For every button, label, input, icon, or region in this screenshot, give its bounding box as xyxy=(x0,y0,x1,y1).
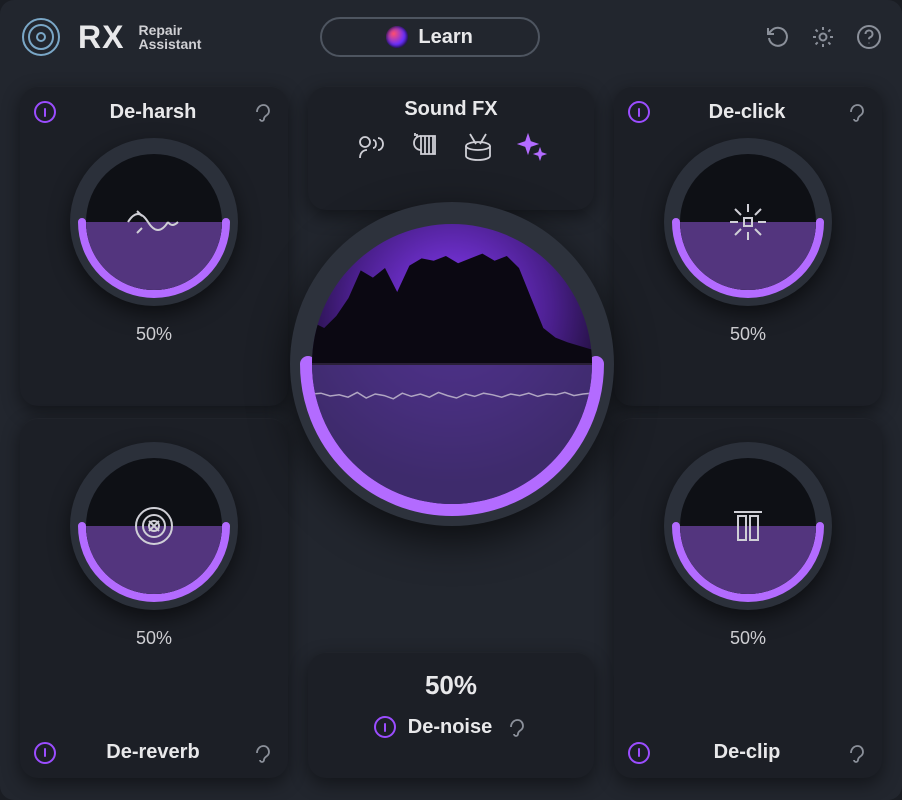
panel-header-declip: De-clip xyxy=(614,726,882,778)
title-declick: De-click xyxy=(658,101,836,124)
panel-header-deharsh: De-harsh xyxy=(20,86,288,138)
panel-denoise: 50% De-noise xyxy=(308,652,594,778)
panel-deharsh: De-harsh xyxy=(20,86,288,406)
learn-label: Learn xyxy=(418,26,472,49)
learn-orb-icon xyxy=(386,26,408,48)
value-denoise: 50% xyxy=(308,652,594,701)
solo-ear-declick[interactable] xyxy=(844,100,868,124)
power-toggle-denoise[interactable] xyxy=(374,716,396,738)
header: RX Repair Assistant Learn xyxy=(0,0,902,74)
dial-declip[interactable] xyxy=(664,442,832,610)
value-dereverb: 50% xyxy=(136,628,172,649)
deharsh-glyph-icon xyxy=(86,154,222,290)
panel-dereverb: 50% De-reverb xyxy=(20,418,288,778)
solo-ear-dereverb[interactable] xyxy=(250,741,274,765)
power-toggle-declip[interactable] xyxy=(628,742,650,764)
gear-icon[interactable] xyxy=(808,22,838,52)
undo-icon[interactable] xyxy=(762,22,792,52)
title-declip: De-clip xyxy=(658,741,836,764)
declick-glyph-icon xyxy=(680,154,816,290)
dial-wrap-declick: 50% xyxy=(614,138,882,345)
title-denoise: De-noise xyxy=(408,716,492,739)
solo-ear-deharsh[interactable] xyxy=(250,100,274,124)
main-grid: De-harsh xyxy=(0,74,902,800)
dereverb-glyph-icon xyxy=(86,458,222,594)
header-actions xyxy=(762,22,884,52)
panel-header-declick: De-click xyxy=(614,86,882,138)
panel-header-dereverb: De-reverb xyxy=(20,726,288,778)
power-toggle-dereverb[interactable] xyxy=(34,742,56,764)
soundfx-sparkle-icon[interactable] xyxy=(514,129,550,165)
solo-ear-denoise[interactable] xyxy=(504,715,528,739)
dial-denoise[interactable] xyxy=(290,202,614,526)
app-window: RX Repair Assistant Learn xyxy=(0,0,902,800)
brand-logo-icon xyxy=(18,14,64,60)
panel-soundfx: Sound FX xyxy=(308,86,594,210)
soundfx-instrument-icon[interactable] xyxy=(406,129,442,165)
learn-button[interactable]: Learn xyxy=(320,17,540,57)
brand-name: RX xyxy=(78,19,124,56)
dial-wrap-dereverb: 50% xyxy=(20,418,288,649)
power-toggle-deharsh[interactable] xyxy=(34,101,56,123)
panel-header-denoise: De-noise xyxy=(308,701,594,739)
panel-declick: De-click xyxy=(614,86,882,406)
value-declick: 50% xyxy=(730,324,766,345)
value-deharsh: 50% xyxy=(136,324,172,345)
panel-declip: 50% De-clip xyxy=(614,418,882,778)
dial-wrap-deharsh: 50% xyxy=(20,138,288,345)
dial-declick[interactable] xyxy=(664,138,832,306)
title-soundfx: Sound FX xyxy=(308,86,594,121)
value-declip: 50% xyxy=(730,628,766,649)
title-deharsh: De-harsh xyxy=(64,101,242,124)
help-icon[interactable] xyxy=(854,22,884,52)
solo-ear-declip[interactable] xyxy=(844,741,868,765)
spectrum-graph xyxy=(312,224,592,504)
soundfx-voice-icon[interactable] xyxy=(352,129,388,165)
dial-dereverb[interactable] xyxy=(70,442,238,610)
dial-wrap-declip: 50% xyxy=(614,418,882,649)
declip-glyph-icon xyxy=(680,458,816,594)
soundfx-drums-icon[interactable] xyxy=(460,129,496,165)
title-dereverb: De-reverb xyxy=(64,741,242,764)
power-toggle-declick[interactable] xyxy=(628,101,650,123)
soundfx-category-row xyxy=(308,121,594,179)
dial-deharsh[interactable] xyxy=(70,138,238,306)
brand-subtitle: Repair Assistant xyxy=(138,23,201,51)
